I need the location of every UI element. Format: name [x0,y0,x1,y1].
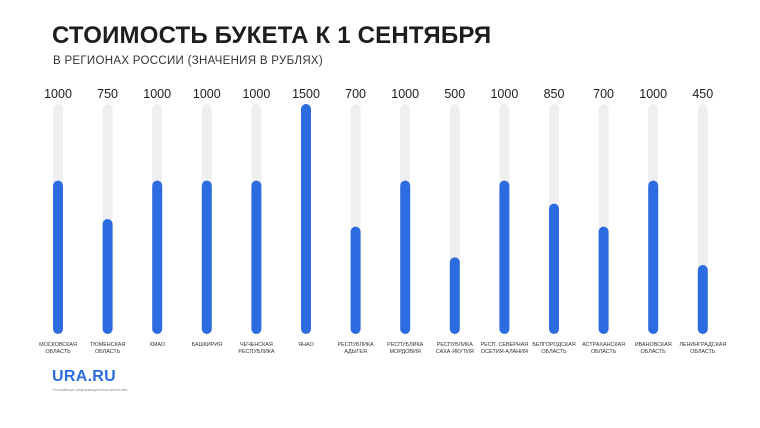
value-label: 1000 [143,87,171,101]
category-label: ЧЕЧЕНСКАЯ [240,342,273,348]
bar [449,257,460,334]
bar [102,219,113,334]
bar [301,104,311,334]
value-label: 1000 [44,87,72,101]
category-label: ОБЛАСТЬ [641,349,667,355]
chart-subtitle: В РЕГИОНАХ РОССИИ (ЗНАЧЕНИЯ В РУБЛЯХ) [53,55,324,67]
category-label: ОБЛАСТЬ [45,349,71,355]
value-label: 1000 [639,87,667,101]
category-label: РЕСПУБЛИКА [437,342,473,348]
value-label: 500 [444,87,465,101]
category-label: ЯНАО [298,342,313,348]
value-label: 750 [97,87,118,101]
value-label: 1000 [391,87,419,101]
category-label: АДЫГЕЯ [344,349,367,355]
category-label: БАШКИРИЯ [192,342,222,348]
bar [598,226,609,334]
category-label: ИВАНОВСКАЯ [635,342,672,348]
category-label: ЛЕНИНГРАДСКАЯ [679,342,726,348]
bar [201,180,212,334]
bar [251,180,262,334]
value-label: 850 [544,87,565,101]
bar [152,180,163,334]
category-label: ТЮМЕНСКАЯ [90,342,125,348]
value-label: 1000 [193,87,221,101]
bar [400,180,411,334]
category-label: ОСЕТИЯ-АЛАНИЯ [481,349,528,355]
category-label: БЕЛГОРОДСКАЯ [532,342,575,348]
category-label: РЕСПУБЛИКА [338,342,374,348]
category-label: МОСКОВСКАЯ [39,342,77,348]
bar [549,203,559,334]
bar [350,226,361,334]
value-label: 1000 [242,87,270,101]
value-label: 1500 [292,87,320,101]
category-label: ОБЛАСТЬ [690,349,716,355]
category-label: ХМАО [149,342,165,348]
category-label: РЕСП. СЕВЕРНАЯ [481,342,529,348]
category-label: МОРДОВИЯ [390,349,421,355]
value-label: 450 [692,87,713,101]
category-label: ОБЛАСТЬ [541,349,567,355]
ura-logo: URA.RU [52,368,117,385]
chart-title: СТОИМОСТЬ БУКЕТА К 1 СЕНТЯБРЯ [52,22,492,49]
category-label: АСТРАХАНСКАЯ [582,342,625,348]
category-label: ОБЛАСТЬ [591,349,617,355]
category-label: РЕСПУБЛИКА [387,342,423,348]
category-label: РЕСПУБЛИКА [238,349,274,355]
bar [53,180,63,334]
bar [648,180,659,334]
bar [697,265,708,334]
bar [499,180,510,334]
value-label: 1000 [490,87,518,101]
ura-tagline: Российское информационное агентство [53,387,128,392]
value-label: 700 [345,87,366,101]
category-label: ОБЛАСТЬ [95,349,121,355]
category-label: САХА-ЯКУТИЯ [436,349,474,355]
value-label: 700 [593,87,614,101]
